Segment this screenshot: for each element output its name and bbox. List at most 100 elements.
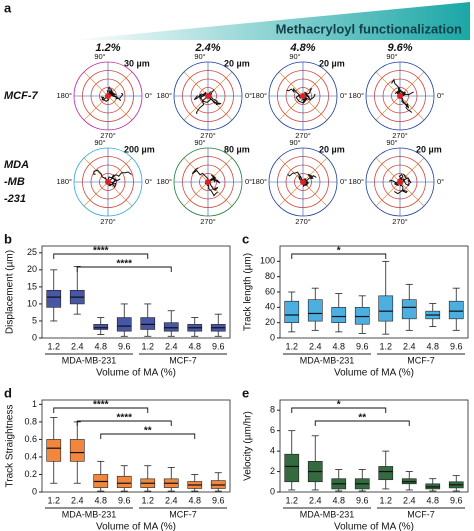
polar-spoke xyxy=(278,71,304,97)
box xyxy=(307,299,323,322)
polar-spoke xyxy=(183,157,209,183)
group-label: MDA-MB-231 xyxy=(300,509,355,519)
group-label: MCF-7 xyxy=(407,509,435,519)
polar-spoke xyxy=(399,157,425,183)
scale-label: 20 µm xyxy=(224,58,250,68)
x-axis-label: Volume of MA (%) xyxy=(96,368,176,379)
angle-label: 180° xyxy=(251,91,267,100)
angle-label: 180° xyxy=(56,91,72,100)
polar-spoke xyxy=(399,95,425,121)
polar-spoke xyxy=(375,71,401,97)
polar-spoke xyxy=(107,181,133,207)
x-tick-label: 9.6 xyxy=(212,341,225,351)
x-tick-label: 4.8 xyxy=(332,341,345,351)
column-label: 2.4% xyxy=(194,42,220,54)
scale-label: 30 µm xyxy=(124,58,150,68)
box xyxy=(378,466,394,481)
angle-label: 90° xyxy=(194,138,205,147)
x-tick-label: 2.4 xyxy=(71,495,84,505)
gradient-wedge xyxy=(70,2,470,40)
significance-bracket xyxy=(314,420,410,426)
x-tick-label: 1.2 xyxy=(285,341,298,351)
origin-dot xyxy=(205,93,211,99)
x-tick-label: 4.8 xyxy=(188,495,201,505)
x-tick-label: 9.6 xyxy=(450,341,463,351)
x-tick-label: 1.2 xyxy=(47,341,60,351)
angle-label: 90° xyxy=(289,52,300,61)
significance-label: **** xyxy=(116,413,132,424)
y-tick-label: 20 xyxy=(27,264,37,274)
y-tick-label: 15 xyxy=(27,281,37,291)
box xyxy=(401,299,417,320)
polar-spoke xyxy=(302,95,328,121)
polar-spoke xyxy=(399,181,425,207)
box xyxy=(140,317,156,330)
panel-label: b xyxy=(4,231,12,246)
polar-spoke xyxy=(399,71,425,97)
y-tick-label: 20 xyxy=(265,317,275,327)
x-tick-label: 4.8 xyxy=(188,341,201,351)
angle-label: 0° xyxy=(437,91,444,100)
significance-label: **** xyxy=(93,246,109,257)
box xyxy=(69,439,85,462)
x-tick-label: 2.4 xyxy=(309,495,322,505)
group-label: MCF-7 xyxy=(169,509,197,519)
plot-frame xyxy=(41,399,231,493)
polar-spoke xyxy=(375,157,401,183)
header: Methacryloyl functionalization xyxy=(276,21,462,36)
x-axis-label: Volume of MA (%) xyxy=(96,522,176,531)
significance-label: * xyxy=(337,246,341,257)
y-axis-label: Track Straightness xyxy=(5,405,16,488)
angle-label: 270° xyxy=(200,131,216,140)
group-label: MDA-MB-231 xyxy=(62,509,117,519)
box xyxy=(93,324,109,330)
cell-track xyxy=(286,88,316,105)
significance-label: * xyxy=(337,400,341,411)
y-tick-label: 0 xyxy=(32,486,37,496)
scale-label: 200 µm xyxy=(124,144,155,154)
box xyxy=(448,300,464,320)
x-tick-label: 9.6 xyxy=(118,341,131,351)
angle-label: 90° xyxy=(194,52,205,61)
y-tick-label: 0 xyxy=(270,332,275,342)
x-axis-label: Volume of MA (%) xyxy=(334,368,414,379)
angle-label: 180° xyxy=(156,91,172,100)
x-tick-label: 4.8 xyxy=(332,495,345,505)
box xyxy=(116,317,132,332)
row-label: MDA xyxy=(4,159,29,171)
angle-label: 0° xyxy=(145,177,152,186)
angle-label: 0° xyxy=(245,91,252,100)
cell-track xyxy=(100,86,124,103)
y-tick-label: 2 xyxy=(270,466,275,476)
x-tick-label: 2.4 xyxy=(403,341,416,351)
y-tick-label: 0.4 xyxy=(24,451,37,461)
significance-label: ** xyxy=(358,413,366,424)
polar-spoke xyxy=(302,71,328,97)
significance-bracket xyxy=(76,420,172,426)
scale-label: 20 µm xyxy=(319,58,345,68)
y-tick-label: 6 xyxy=(270,425,275,435)
box xyxy=(46,289,62,308)
box xyxy=(116,475,132,488)
cell-track xyxy=(287,171,317,187)
panel-label: a xyxy=(4,0,12,15)
x-tick-label: 4.8 xyxy=(426,341,439,351)
angle-label: 0° xyxy=(340,177,347,186)
x-axis-label: Volume of MA (%) xyxy=(334,522,414,531)
y-axis-label: Displacement (µm) xyxy=(5,250,16,334)
angle-label: 270° xyxy=(100,217,116,226)
y-tick-label: 1 xyxy=(32,399,37,409)
cell-track xyxy=(193,89,222,115)
y-tick-label: 25 xyxy=(27,247,37,257)
angle-label: 180° xyxy=(348,91,364,100)
y-tick-label: 60 xyxy=(265,286,275,296)
polar-spoke xyxy=(375,95,401,121)
panel-label: e xyxy=(242,385,249,400)
origin-dot xyxy=(300,179,306,185)
significance-bracket xyxy=(291,407,387,413)
polar-spoke xyxy=(302,157,328,183)
x-tick-label: 2.4 xyxy=(165,495,178,505)
cell-track xyxy=(391,78,414,113)
angle-label: 90° xyxy=(386,138,397,147)
angle-label: 270° xyxy=(295,217,311,226)
